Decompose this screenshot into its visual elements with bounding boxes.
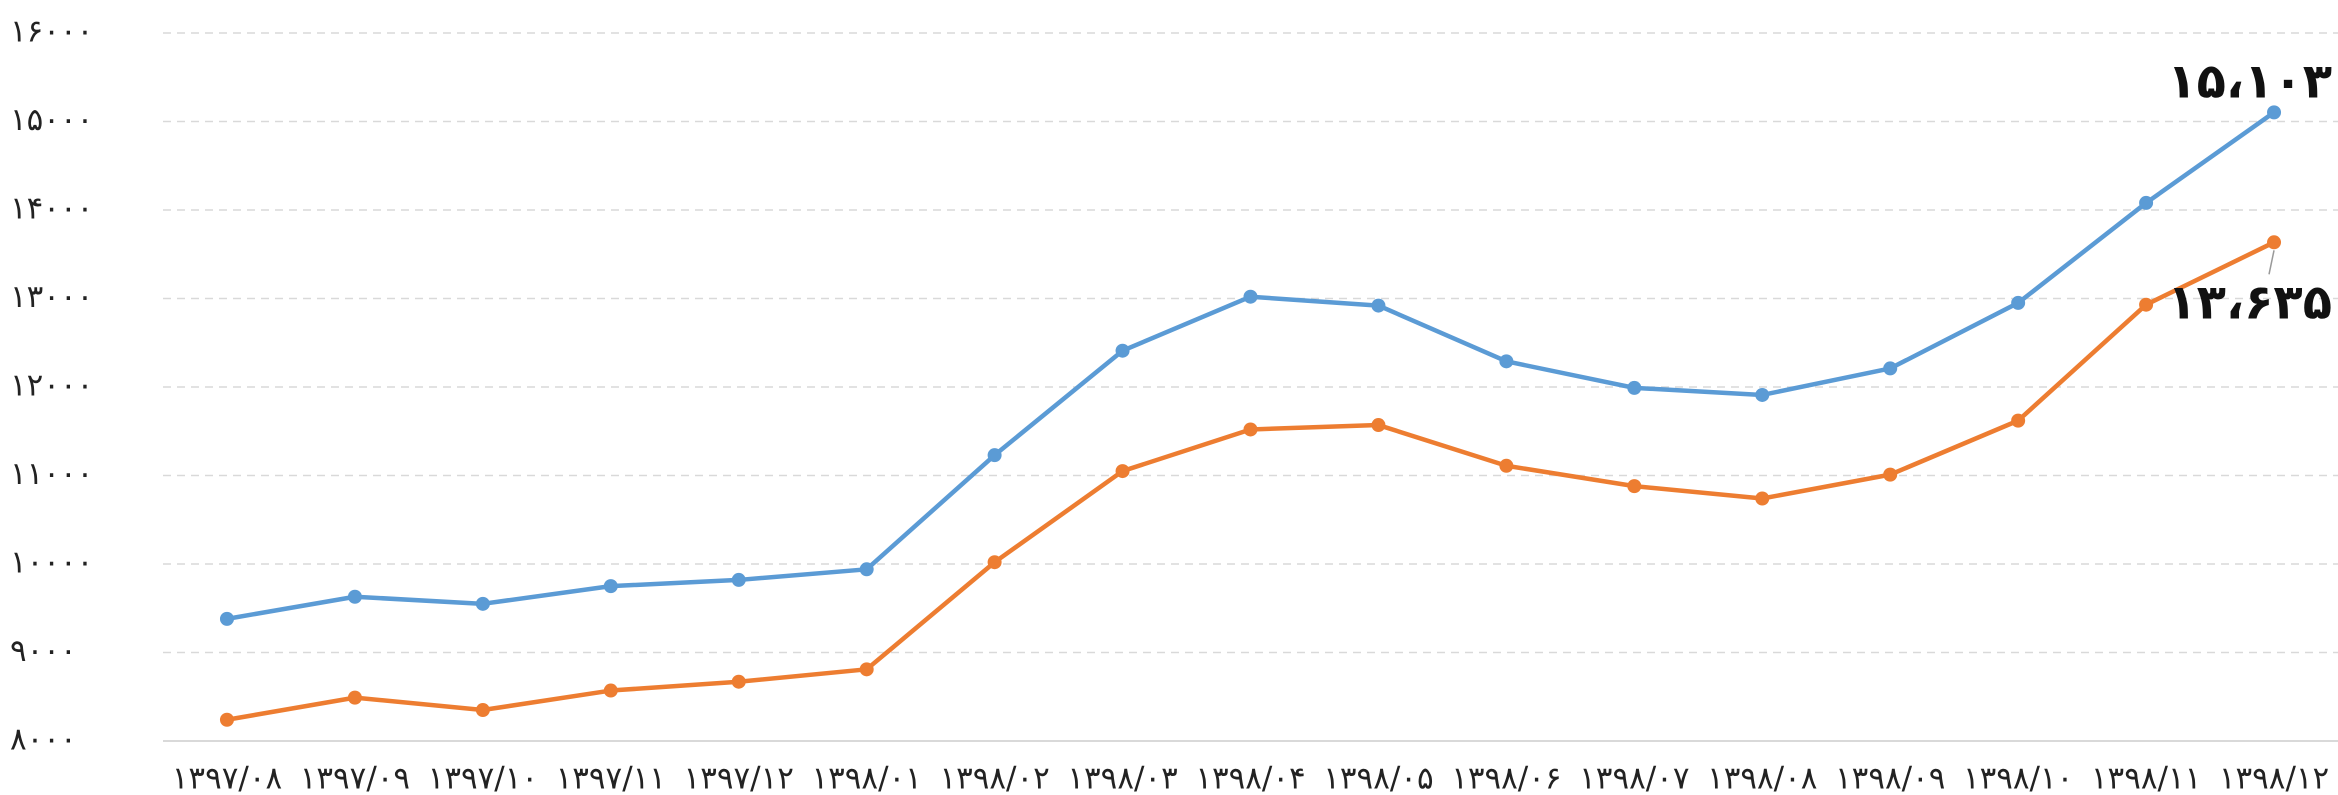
point: [1371, 298, 1386, 313]
x-tick-label: ۱۳۹۸/۱۱: [2091, 761, 2201, 795]
y-tick-label: ۹۰۰۰: [10, 633, 77, 669]
point: [731, 674, 746, 689]
x-tick-label: ۱۳۹۸/۰۴: [1195, 761, 1305, 795]
x-tick-label: ۱۳۹۷/۱۰: [428, 761, 538, 795]
x-tick-label: ۱۳۹۸/۰۶: [1451, 761, 1561, 795]
point: [1883, 361, 1898, 376]
point: [219, 712, 234, 727]
point: [1371, 418, 1386, 433]
point: [987, 448, 1002, 463]
x-tick-label: ۱۳۹۷/۰۸: [172, 761, 282, 795]
x-tick-label: ۱۳۹۸/۰۸: [1707, 761, 1817, 795]
point: [2267, 105, 2282, 120]
point: [1243, 422, 1258, 437]
point: [1499, 458, 1514, 473]
point: [2011, 413, 2026, 428]
leader-line: [2268, 250, 2275, 275]
point: [2139, 195, 2154, 210]
point: [731, 572, 746, 587]
point: [219, 611, 234, 626]
point: [347, 589, 362, 604]
point: [987, 555, 1002, 570]
x-tick-label: ۱۳۹۸/۰۹: [1835, 761, 1945, 795]
point: [859, 562, 874, 577]
point: [603, 683, 618, 698]
y-tick-label: ۱۰۰۰۰: [10, 545, 93, 581]
point: [1115, 464, 1130, 479]
x-tick-label: ۱۳۹۸/۰۵: [1323, 761, 1433, 795]
y-tick-label: ۱۳۰۰۰: [10, 279, 93, 315]
y-tick-label: ۸۰۰۰: [10, 722, 77, 758]
point: [1627, 479, 1642, 494]
data-label: ۱۳،۶۳۵: [2167, 274, 2332, 330]
point: [1627, 380, 1642, 395]
point: [1243, 289, 1258, 304]
x-tick-label: ۱۳۹۸/۰۷: [1579, 761, 1689, 795]
x-tick-label: ۱۳۹۸/۰۳: [1067, 761, 1177, 795]
point: [1499, 354, 1514, 369]
point: [603, 579, 618, 594]
x-tick-label: ۱۳۹۸/۱۲: [2219, 761, 2329, 795]
y-tick-label: ۱۲۰۰۰: [10, 368, 93, 404]
series-line: [226, 240, 2276, 722]
point: [2267, 235, 2282, 250]
x-tick-label: ۱۳۹۷/۰۹: [300, 761, 410, 795]
point: [475, 596, 490, 611]
point: [1883, 467, 1898, 482]
y-tick-label: ۱۵۰۰۰: [10, 102, 93, 138]
point: [2139, 297, 2154, 312]
point: [2011, 295, 2026, 310]
x-tick-label: ۱۳۹۸/۰۲: [939, 761, 1049, 795]
point: [475, 703, 490, 718]
point: [1755, 491, 1770, 506]
series-line: [226, 110, 2276, 622]
y-tick-label: ۱۴۰۰۰: [10, 191, 93, 227]
point: [1115, 343, 1130, 358]
point: [347, 690, 362, 705]
x-tick-label: ۱۳۹۸/۱۰: [1963, 761, 2073, 795]
data-label: ۱۵،۱۰۳: [2167, 53, 2332, 109]
point: [1755, 387, 1770, 402]
x-tick-label: ۱۳۹۸/۰۱: [811, 761, 921, 795]
x-tick-label: ۱۳۹۷/۱۱: [556, 761, 666, 795]
x-tick-label: ۱۳۹۷/۱۲: [684, 761, 794, 795]
point: [859, 662, 874, 677]
y-tick-label: ۱۶۰۰۰: [10, 14, 93, 50]
y-tick-label: ۱۱۰۰۰: [10, 456, 93, 492]
